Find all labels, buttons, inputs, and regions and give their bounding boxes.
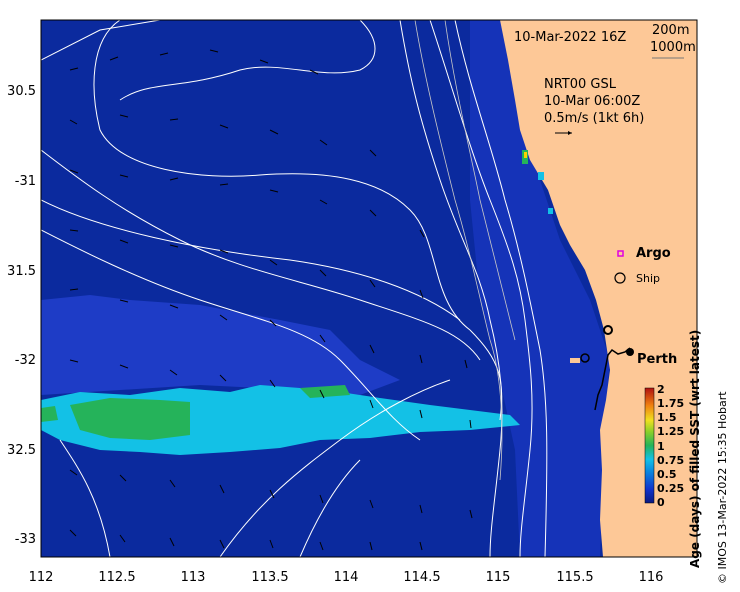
credit-text: © IMOS 13-Mar-2022 15:35 Hobart	[716, 391, 729, 584]
age-patch-green-1	[70, 398, 190, 440]
x-tick: 112	[28, 570, 54, 585]
y-tick: 31.5	[7, 264, 36, 279]
x-tick: 115.5	[556, 570, 594, 585]
y-tick: 30.5	[7, 84, 36, 99]
product-name: NRT00 GSL	[544, 77, 616, 92]
isobath-lines-thin	[414, 20, 516, 481]
legend-ship-label: Ship	[636, 272, 660, 285]
coastal-speck-3	[538, 172, 544, 180]
colorbar-tick: 1	[657, 440, 665, 453]
ship-track	[594, 347, 631, 411]
colorbar-tick: 1.25	[657, 425, 685, 438]
colorbar-tick: 1.5	[657, 411, 677, 424]
colorbar-tick: 2	[657, 383, 665, 396]
legend-argo-label: Argo	[636, 246, 671, 261]
shelf-zone	[470, 20, 610, 557]
ship-icon	[614, 272, 626, 284]
patch-left	[41, 295, 400, 395]
isobath-label-1000m: 1000m	[650, 40, 696, 55]
y-tick: -32	[14, 353, 36, 368]
x-tick: 112.5	[98, 570, 136, 585]
age-patch-green-3	[300, 385, 350, 398]
perth-dot	[626, 348, 634, 356]
velocity-scale-arrow	[555, 131, 572, 135]
x-tick: 113.5	[251, 570, 289, 585]
age-patch-green-2	[41, 406, 58, 422]
x-tick: 114	[333, 570, 359, 585]
y-tick: 32.5	[7, 443, 36, 458]
colorbar-tick: 0.25	[657, 482, 685, 495]
coastal-speck-4	[548, 208, 553, 214]
y-tick: -31	[14, 174, 36, 189]
coastal-speck-2	[524, 152, 527, 158]
ship-marker-2	[580, 353, 590, 363]
colorbar-scale	[644, 387, 655, 504]
colorbar-tick: 0.75	[657, 454, 685, 467]
x-tick: 113	[180, 570, 206, 585]
date-label: 10-Mar-2022 16Z	[514, 30, 627, 45]
product-time: 10-Mar 06:00Z	[544, 94, 641, 109]
colorbar-title: Age (days) of filled SST (wrt latest)	[688, 329, 702, 568]
x-tick: 115	[485, 570, 511, 585]
colorbar-tick: 0.5	[657, 468, 677, 481]
x-tick: 114.5	[403, 570, 441, 585]
isobath-label-200m: 200m	[652, 23, 690, 38]
ship-marker-1	[603, 325, 613, 335]
y-tick: -33	[14, 532, 36, 547]
velocity-scale-label: 0.5m/s (1kt 6h)	[544, 111, 645, 126]
island-rottnest	[570, 358, 580, 363]
colorbar-tick: 1.75	[657, 397, 685, 410]
colorbar-tick: 0	[657, 496, 665, 509]
x-tick: 116	[638, 570, 664, 585]
isobath-lines	[41, 20, 548, 557]
current-vectors	[69, 49, 473, 551]
argo-icon	[617, 250, 624, 257]
plot-frame	[40, 19, 698, 558]
place-label-perth: Perth	[637, 352, 678, 367]
